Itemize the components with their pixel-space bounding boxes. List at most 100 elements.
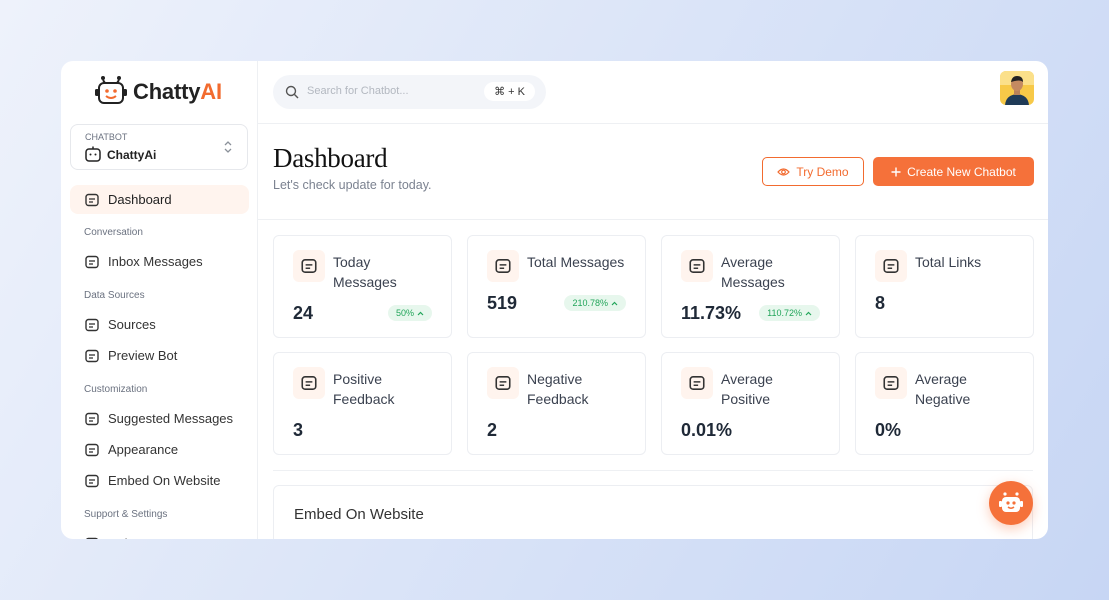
embed-panel: Embed On Website	[273, 485, 1033, 539]
stat-title: Total Messages	[527, 254, 625, 270]
button-label: Try Demo	[796, 164, 849, 179]
nav-item[interactable]: Appearance	[70, 434, 249, 465]
nav-item[interactable]: Dashboard	[70, 185, 249, 214]
nav-item[interactable]: Sources	[70, 309, 249, 340]
stat-glyph	[688, 257, 706, 275]
nav-item[interactable]: Embed On Website	[70, 465, 249, 496]
logo	[95, 76, 127, 104]
nav-label: Preview Bot	[108, 348, 178, 363]
nav-label: Appearance	[108, 442, 179, 457]
nav-label: Inbox Messages	[108, 254, 203, 269]
stat-row: 2	[487, 419, 626, 441]
stat-glyph	[494, 257, 512, 275]
nav-icon	[84, 348, 100, 364]
change-badge: 210.78%	[564, 295, 626, 311]
nav-icon	[84, 411, 100, 427]
icon-glyph	[689, 376, 705, 390]
stat-header: Average Negative	[875, 367, 1014, 409]
icon-glyph	[85, 474, 99, 487]
nav-item[interactable]: Inbox Messages	[70, 246, 249, 277]
nav-label: Dashboard	[108, 192, 172, 207]
change-badge: 50%	[387, 305, 432, 321]
sidebar: ChattyAI CHATBOT ChattyAi Dashboard Conve…	[61, 61, 258, 539]
search-box[interactable]: Search for Chatbot... ⌘ + K	[273, 75, 546, 109]
nav-item[interactable]: Suggested Messages	[70, 403, 249, 434]
stat-glyph	[688, 374, 706, 392]
nav-icon	[84, 442, 100, 458]
nav: Dashboard Conversation Inbox Messages Data …	[70, 185, 249, 539]
nav-item[interactable]: Help Center	[70, 528, 249, 539]
stat-icon	[681, 367, 713, 399]
stat-card: Average Negative 0%	[855, 352, 1034, 455]
nav-item[interactable]: Preview Bot	[70, 340, 249, 371]
nav-heading: Support & Settings	[84, 509, 168, 520]
chevron	[224, 141, 232, 153]
create-chatbot-button[interactable]: Create New Chatbot	[873, 157, 1034, 186]
page-title: Dashboard	[273, 143, 388, 173]
nav-label: Embed On Website	[108, 473, 221, 488]
chatbot-select[interactable]: CHATBOT ChattyAi	[70, 124, 248, 170]
stat-value: 519	[487, 293, 518, 313]
icon-glyph	[495, 259, 511, 273]
stat-icon	[487, 367, 519, 399]
nav-heading: Conversation	[84, 227, 143, 238]
divider	[273, 470, 1033, 471]
stat-icon	[487, 250, 519, 282]
caret-glyph	[805, 311, 812, 315]
stat-glyph	[300, 257, 318, 275]
stat-title: Positive Feedback	[333, 371, 395, 407]
change-value: 110.72%	[767, 308, 802, 318]
embed-title: Embed On Website	[294, 506, 424, 523]
brand-accent: AI	[200, 79, 222, 104]
change-badge: 110.72%	[759, 305, 820, 321]
change-value: 210.78%	[572, 298, 608, 308]
stat-row: 519 210.78%	[487, 292, 626, 314]
stat-row: 0.01%	[681, 419, 820, 441]
stat-value: 3	[293, 420, 304, 440]
stat-card: Total Messages 519 210.78%	[467, 235, 646, 338]
icon-glyph	[85, 537, 99, 539]
app-window: ChattyAI CHATBOT ChattyAi Dashboard Conve…	[61, 61, 1048, 539]
eye-icon	[777, 167, 791, 176]
search-icon	[285, 85, 299, 99]
icon-glyph	[883, 259, 899, 273]
icon-glyph	[85, 412, 99, 425]
stat-header: Positive Feedback	[293, 367, 432, 409]
divider	[258, 219, 1048, 220]
stat-row: 0%	[875, 419, 1014, 441]
icon-glyph	[301, 376, 317, 390]
search-shortcut: ⌘ + K	[484, 82, 535, 101]
plus-icon	[891, 167, 901, 176]
nav-heading: Customization	[84, 384, 148, 395]
nav-icon	[84, 473, 100, 489]
stat-card: Average Positive 0.01%	[661, 352, 840, 455]
try-demo-button[interactable]: Try Demo	[762, 157, 864, 186]
icon-glyph	[301, 259, 317, 273]
up-caret	[611, 301, 618, 306]
nav-icon	[84, 192, 100, 208]
stat-header: Negative Feedback	[487, 367, 626, 409]
stat-icon	[875, 250, 907, 282]
brand: ChattyAI	[133, 79, 222, 105]
caret-glyph	[417, 311, 424, 315]
stat-icon	[293, 250, 325, 282]
search-placeholder: Search for Chatbot...	[307, 85, 409, 97]
stat-row: 24 50%	[293, 302, 432, 324]
avatar[interactable]	[1000, 71, 1034, 105]
stat-row: 11.73% 110.72%	[681, 302, 820, 324]
stat-title: Negative Feedback	[527, 371, 589, 407]
change-value: 50%	[395, 308, 414, 318]
stat-title: Average Messages	[721, 254, 785, 290]
chat-button[interactable]	[989, 481, 1033, 525]
icon-glyph	[85, 255, 99, 268]
chat-bot-icon	[999, 492, 1023, 512]
icon-glyph	[883, 376, 899, 390]
stat-header: Today Messages	[293, 250, 432, 292]
stat-card: Today Messages 24 50%	[273, 235, 452, 338]
main: Search for Chatbot... ⌘ + K Dashboard Le…	[258, 61, 1048, 539]
stat-glyph	[882, 374, 900, 392]
icon-glyph	[85, 349, 99, 362]
stat-icon	[681, 250, 713, 282]
stat-value: 11.73%	[681, 303, 742, 323]
